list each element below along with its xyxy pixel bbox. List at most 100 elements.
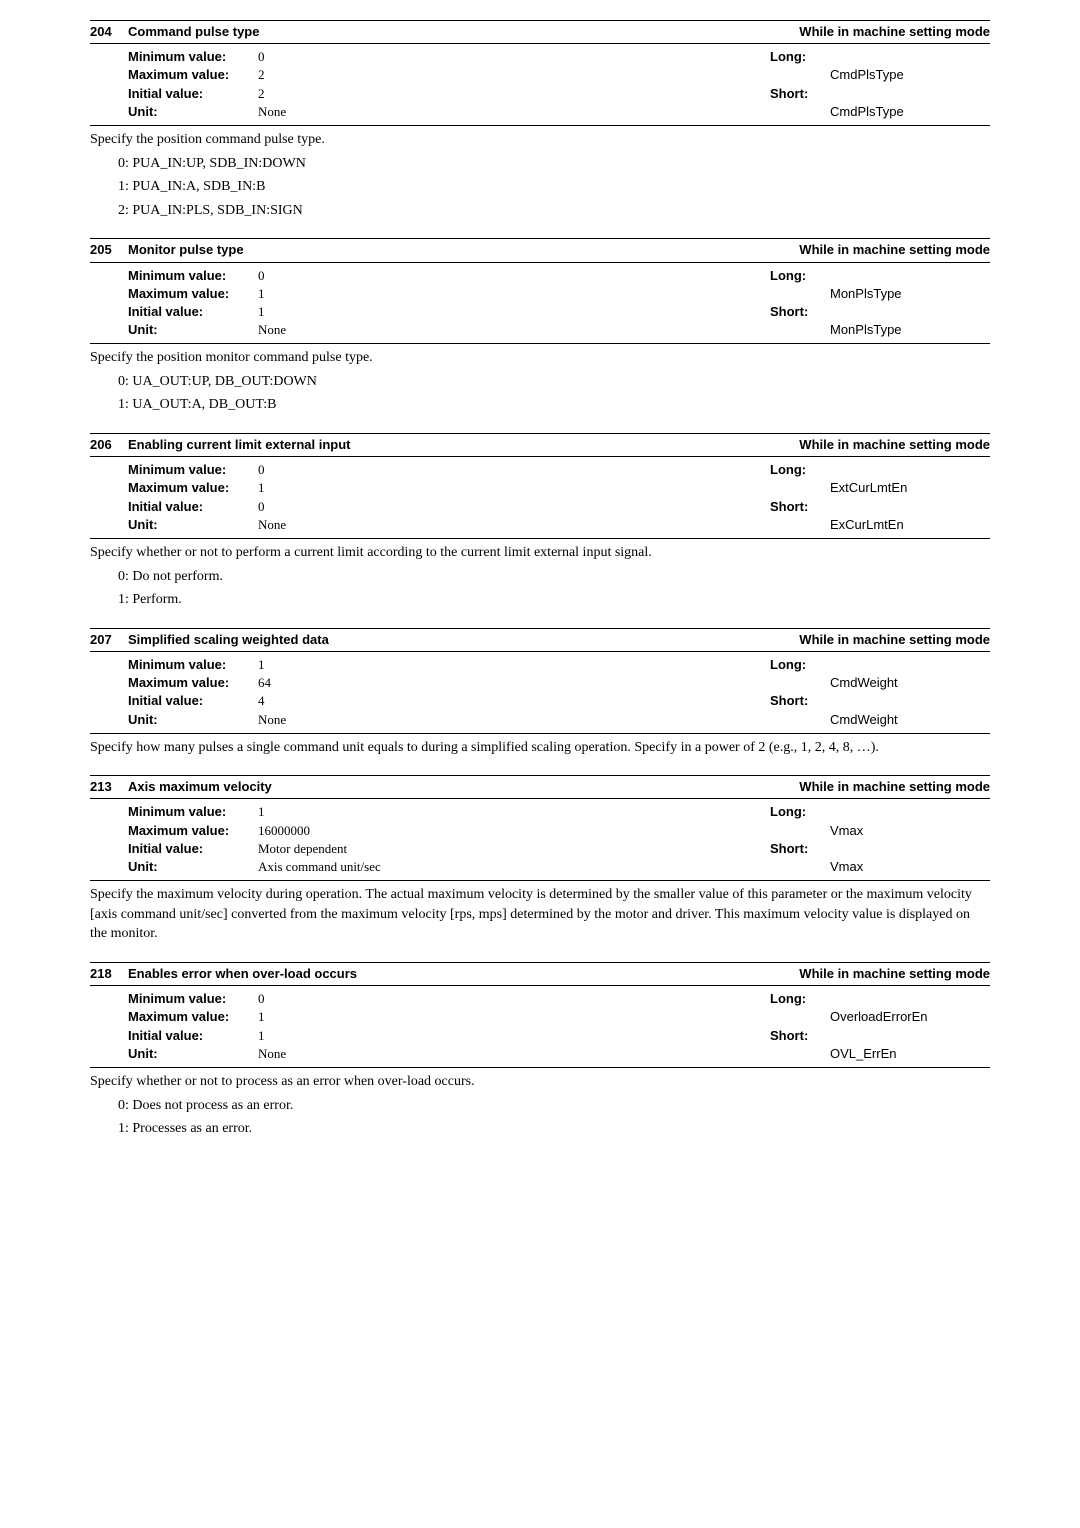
max-label: Maximum value: xyxy=(128,479,258,497)
min-value: 0 xyxy=(258,461,770,479)
init-value: 2 xyxy=(258,85,770,103)
init-value: 1 xyxy=(258,303,770,321)
min-label: Minimum value: xyxy=(128,656,258,674)
long-blank xyxy=(770,674,830,692)
min-value: 0 xyxy=(258,990,770,1008)
section-mode: While in machine setting mode xyxy=(799,23,990,41)
section-number: 206 xyxy=(90,436,128,454)
min-label: Minimum value: xyxy=(128,267,258,285)
max-label: Maximum value: xyxy=(128,674,258,692)
section-header: 207Simplified scaling weighted dataWhile… xyxy=(90,628,990,652)
max-value: 1 xyxy=(258,1008,770,1026)
long-name: CmdWeight xyxy=(830,674,990,692)
init-label: Initial value: xyxy=(128,498,258,516)
max-label: Maximum value: xyxy=(128,66,258,84)
short-name: ExCurLmtEn xyxy=(830,516,990,534)
long-blank xyxy=(770,1008,830,1026)
parameter-section: 213Axis maximum velocityWhile in machine… xyxy=(90,775,990,944)
init-label: Initial value: xyxy=(128,85,258,103)
long-blank xyxy=(770,285,830,303)
option-item: 0: Does not process as an error. xyxy=(118,1096,990,1116)
unit-value: None xyxy=(258,103,770,121)
long-label: Long: xyxy=(770,267,830,285)
parameter-section: 205Monitor pulse typeWhile in machine se… xyxy=(90,238,990,415)
long-value xyxy=(830,461,990,479)
min-label: Minimum value: xyxy=(128,48,258,66)
short-blank xyxy=(770,516,830,534)
init-value: Motor dependent xyxy=(258,840,770,858)
short-value xyxy=(830,1027,990,1045)
long-name: MonPlsType xyxy=(830,285,990,303)
min-label: Minimum value: xyxy=(128,990,258,1008)
long-label: Long: xyxy=(770,990,830,1008)
description: Specify how many pulses a single command… xyxy=(90,738,990,758)
init-label: Initial value: xyxy=(128,840,258,858)
param-grid: Minimum value:0Long: Maximum value:1 MonPl… xyxy=(90,263,990,345)
param-grid: Minimum value:1Long:Maximum value:160000… xyxy=(90,799,990,881)
long-value xyxy=(830,990,990,1008)
unit-label: Unit: xyxy=(128,516,258,534)
long-blank xyxy=(770,822,830,840)
init-label: Initial value: xyxy=(128,303,258,321)
init-value: 4 xyxy=(258,692,770,710)
description: Specify the maximum velocity during oper… xyxy=(90,885,990,944)
init-label: Initial value: xyxy=(128,692,258,710)
short-value xyxy=(830,692,990,710)
section-header: 204Command pulse typeWhile in machine se… xyxy=(90,20,990,44)
short-name: Vmax xyxy=(830,858,990,876)
description: Specify whether or not to perform a curr… xyxy=(90,543,990,563)
description: Specify the position monitor command pul… xyxy=(90,348,990,368)
long-label: Long: xyxy=(770,461,830,479)
param-grid: Minimum value:0Long:Maximum value:1Overl… xyxy=(90,986,990,1068)
unit-label: Unit: xyxy=(128,321,258,339)
max-value: 16000000 xyxy=(258,822,770,840)
parameter-section: 204Command pulse typeWhile in machine se… xyxy=(90,20,990,220)
min-value: 0 xyxy=(258,267,770,285)
unit-value: None xyxy=(258,711,770,729)
short-value xyxy=(830,85,990,103)
unit-value: None xyxy=(258,516,770,534)
section-number: 207 xyxy=(90,631,128,649)
short-blank xyxy=(770,1045,830,1063)
section-mode: While in machine setting mode xyxy=(799,436,990,454)
short-blank xyxy=(770,103,830,121)
min-label: Minimum value: xyxy=(128,461,258,479)
short-label: Short: xyxy=(770,1027,830,1045)
long-value xyxy=(830,803,990,821)
param-grid: Minimum value:0Long:Maximum value:2CmdPl… xyxy=(90,44,990,126)
long-name: ExtCurLmtEn xyxy=(830,479,990,497)
section-title: Enables error when over-load occurs xyxy=(128,965,799,983)
min-value: 1 xyxy=(258,803,770,821)
section-title: Command pulse type xyxy=(128,23,799,41)
long-label: Long: xyxy=(770,48,830,66)
short-name: CmdPlsType xyxy=(830,103,990,121)
long-value xyxy=(830,48,990,66)
option-item: 0: Do not perform. xyxy=(118,567,990,587)
short-label: Short: xyxy=(770,692,830,710)
description: Specify the position command pulse type. xyxy=(90,130,990,150)
section-number: 205 xyxy=(90,241,128,259)
init-label: Initial value: xyxy=(128,1027,258,1045)
short-blank xyxy=(770,321,830,339)
max-label: Maximum value: xyxy=(128,285,258,303)
option-item: 0: UA_OUT:UP, DB_OUT:DOWN xyxy=(118,372,990,392)
section-title: Enabling current limit external input xyxy=(128,436,799,454)
unit-label: Unit: xyxy=(128,103,258,121)
short-label: Short: xyxy=(770,840,830,858)
option-item: 2: PUA_IN:PLS, SDB_IN:SIGN xyxy=(118,201,990,221)
section-mode: While in machine setting mode xyxy=(799,778,990,796)
short-name: MonPlsType xyxy=(830,321,990,339)
unit-label: Unit: xyxy=(128,711,258,729)
init-value: 0 xyxy=(258,498,770,516)
min-label: Minimum value: xyxy=(128,803,258,821)
description: Specify whether or not to process as an … xyxy=(90,1072,990,1092)
long-value xyxy=(830,267,990,285)
short-label: Short: xyxy=(770,85,830,103)
section-mode: While in machine setting mode xyxy=(799,241,990,259)
unit-value: None xyxy=(258,1045,770,1063)
long-name: CmdPlsType xyxy=(830,66,990,84)
section-mode: While in machine setting mode xyxy=(799,631,990,649)
section-title: Axis maximum velocity xyxy=(128,778,799,796)
param-grid: Minimum value:0Long:Maximum value:1ExtCu… xyxy=(90,457,990,539)
long-label: Long: xyxy=(770,803,830,821)
